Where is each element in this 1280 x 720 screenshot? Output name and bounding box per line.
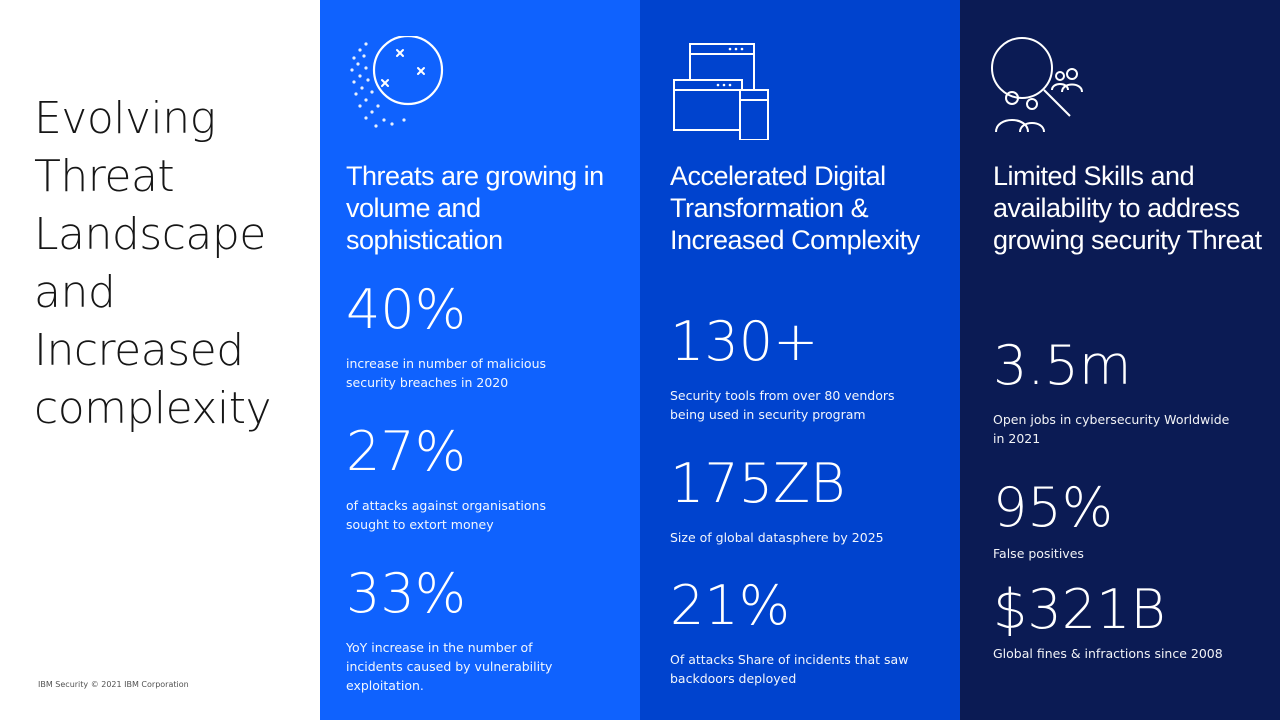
stat-block: 40% increase in number of malicious secu… bbox=[346, 282, 586, 392]
stat-description: Of attacks Share of incidents that saw b… bbox=[670, 652, 909, 686]
stat-block: 175ZB Size of global datasphere by 2025 bbox=[670, 456, 910, 547]
stat-description: increase in number of malicious security… bbox=[346, 356, 547, 390]
footer-copyright: IBM Security © 2021 IBM Corporation bbox=[38, 680, 189, 689]
stat-description: False positives bbox=[993, 546, 1084, 561]
stat-description: of attacks against organisations sought … bbox=[346, 498, 546, 532]
column-digital-transformation: Accelerated Digital Transformation & Inc… bbox=[640, 0, 960, 720]
stacked-windows-icon bbox=[673, 43, 769, 140]
column-heading: Accelerated Digital Transformation & Inc… bbox=[670, 161, 920, 255]
stat-block: 95% False positives bbox=[993, 480, 1233, 563]
stat-value: $321B bbox=[993, 578, 1166, 641]
sphere-threat-icon bbox=[350, 36, 444, 128]
stat-block: 27% of attacks against organisations sou… bbox=[346, 424, 586, 534]
stat-value: 3.5m bbox=[993, 334, 1132, 397]
stat-value: 40% bbox=[346, 278, 467, 341]
stat-description: Security tools from over 80 vendors bein… bbox=[670, 388, 895, 422]
stat-description: YoY increase in the number of incidents … bbox=[346, 640, 553, 693]
stat-value: 175ZB bbox=[670, 452, 846, 515]
stat-block: 130+ Security tools from over 80 vendors… bbox=[670, 314, 910, 424]
stat-block: 21% Of attacks Share of incidents that s… bbox=[670, 578, 910, 688]
stat-block: 33% YoY increase in the number of incide… bbox=[346, 566, 586, 695]
column-skills-shortage: Limited Skills and availability to addre… bbox=[960, 0, 1280, 720]
column-threats: Threats are growing in volume and sophis… bbox=[320, 0, 640, 720]
column-heading: Limited Skills and availability to addre… bbox=[993, 161, 1262, 255]
stat-value: 33% bbox=[346, 562, 467, 625]
stat-value: 27% bbox=[346, 420, 467, 483]
slide-title: Evolving Threat Landscape and Increased … bbox=[34, 93, 271, 434]
stat-block: $321B Global fines & infractions since 2… bbox=[993, 582, 1233, 663]
stat-value: 21% bbox=[670, 574, 791, 637]
stat-block: 3.5m Open jobs in cybersecurity Worldwid… bbox=[993, 338, 1233, 448]
stat-description: Global fines & infractions since 2008 bbox=[993, 646, 1223, 661]
magnifier-people-icon bbox=[991, 37, 1083, 133]
column-heading: Threats are growing in volume and sophis… bbox=[346, 161, 604, 255]
stat-description: Open jobs in cybersecurity Worldwide in … bbox=[993, 412, 1230, 446]
stat-value: 95% bbox=[993, 476, 1114, 539]
stat-value: 130+ bbox=[670, 310, 819, 373]
stat-description: Size of global datasphere by 2025 bbox=[670, 530, 884, 545]
